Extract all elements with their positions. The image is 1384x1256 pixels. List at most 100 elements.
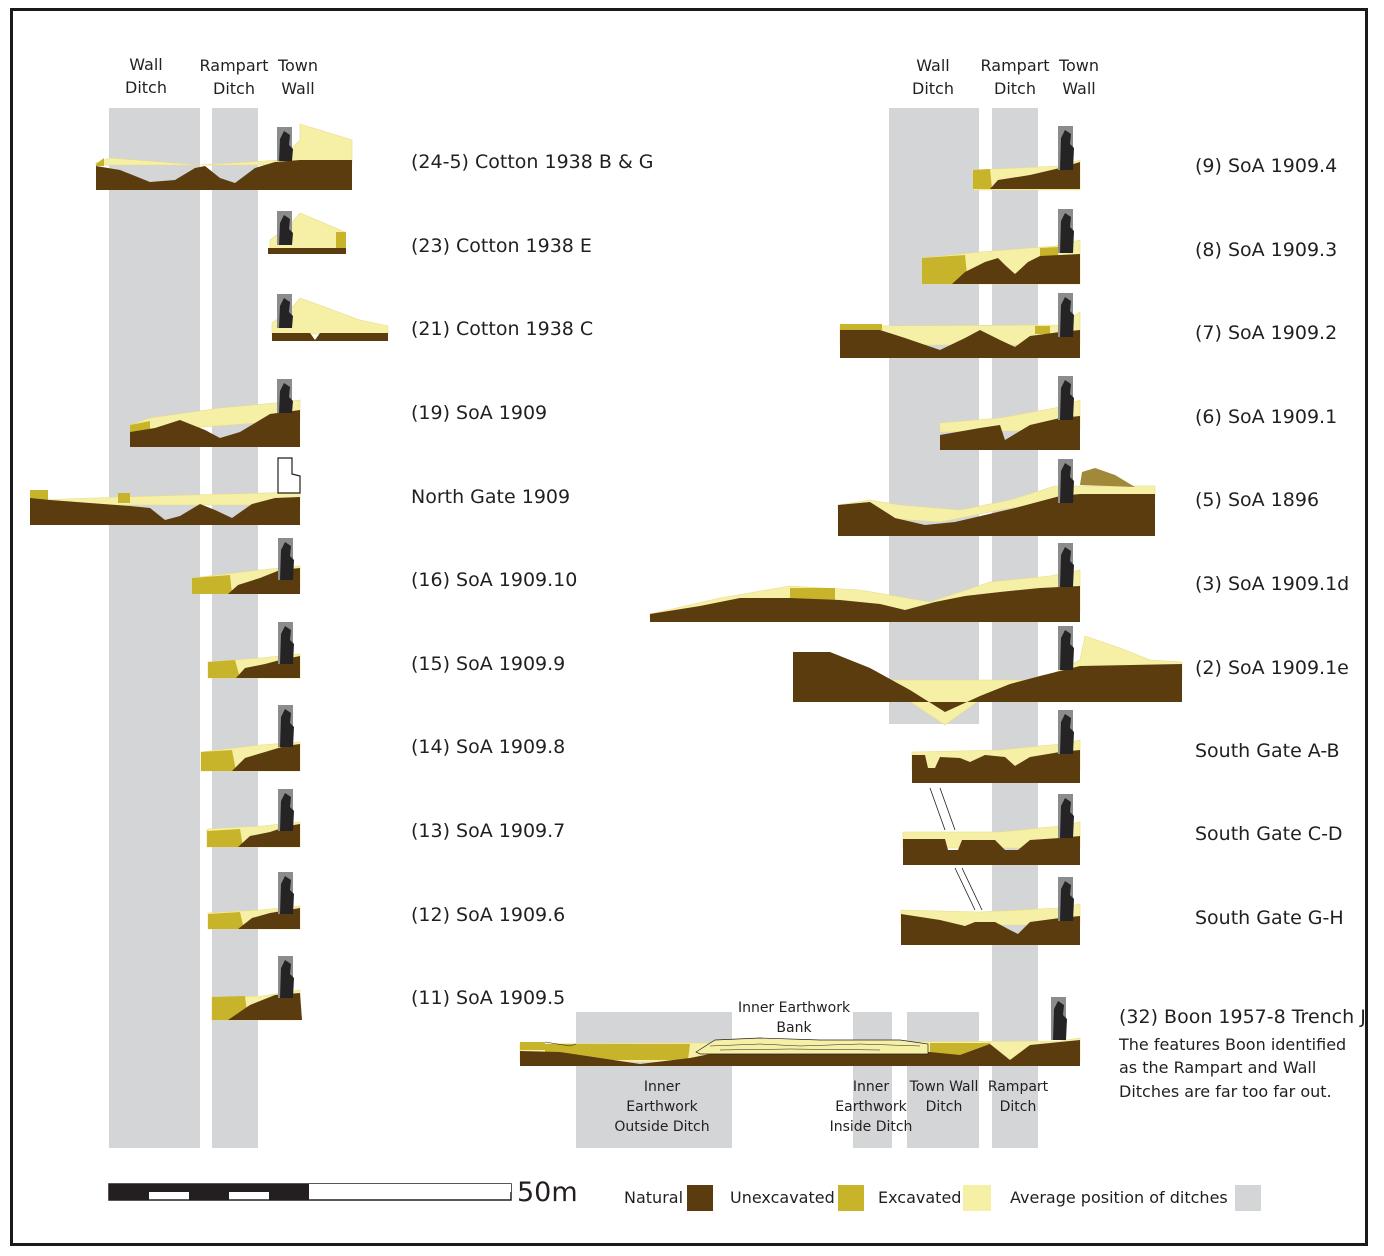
left-column-headers: Wall Ditch Rampart Ditch Town Wall: [125, 55, 318, 98]
section-link-line: [929, 787, 956, 831]
scale-bar-segment: [309, 1184, 511, 1192]
section-label: (2) SoA 1909.1e: [1195, 657, 1349, 679]
natural-ground: [228, 993, 302, 1020]
unexcavated-fill: [30, 490, 48, 500]
section-profile: [900, 867, 1081, 945]
section-profile: [95, 123, 353, 190]
section-profile: [268, 211, 346, 254]
unexcavated-fill: [201, 750, 236, 771]
right-column-headers: Wall Ditch Rampart Ditch Town Wall: [912, 56, 1099, 98]
ditch-label-line: Earthwork: [835, 1099, 907, 1115]
town-wall: [1060, 714, 1074, 754]
ditch-band: [853, 1012, 892, 1148]
bank-label-line: Inner Earthwork: [738, 1000, 851, 1016]
section-profile: [207, 622, 301, 679]
unexcavated-fill: [336, 232, 346, 250]
bank-hatching: [544, 1041, 577, 1047]
ditch-label-line: Ditch: [1000, 1099, 1037, 1115]
ditch-label-line: Town Wall: [909, 1079, 979, 1095]
ditch-label-line: Rampart: [988, 1079, 1049, 1095]
section-label: North Gate 1909: [411, 486, 570, 508]
boon-note-line: The features Boon identified: [1118, 1035, 1346, 1054]
mound: [1080, 468, 1135, 487]
legend-label: Average position of ditches: [1010, 1188, 1228, 1207]
town-wall: [279, 215, 293, 245]
scale-bar-label: 50m: [517, 1177, 578, 1208]
unexcavated-fill: [790, 588, 835, 600]
natural-ground: [912, 750, 1080, 783]
legend-label: Natural: [624, 1188, 683, 1207]
legend-label: Excavated: [878, 1188, 961, 1207]
section-profile: [129, 379, 301, 447]
natural-ground: [272, 333, 388, 341]
legend-swatch-ditch-position: [1235, 1185, 1261, 1211]
section-label: (19) SoA 1909: [411, 402, 547, 424]
town-wall: [279, 298, 293, 328]
town-wall: [280, 960, 294, 998]
ditch-band: [907, 1012, 979, 1148]
unexcavated-fill: [922, 255, 968, 284]
right-header-wall-ditch-line2: Ditch: [912, 79, 954, 98]
natural-ground: [903, 836, 1080, 865]
ditch-band: [576, 1012, 732, 1148]
boon-section-label: (32) Boon 1957-8 Trench J: [1119, 1006, 1366, 1028]
right-header-wall-ditch-line1: Wall: [916, 56, 950, 75]
section-label: South Gate G-H: [1195, 907, 1344, 929]
natural-ground: [232, 744, 300, 771]
unexcavated-fill: [1040, 247, 1058, 258]
legend-swatch-natural: [687, 1185, 713, 1211]
boon-note-line: Ditches are far too far out.: [1119, 1082, 1332, 1101]
ditch-label-line: Inner: [644, 1079, 680, 1095]
section-label: (21) Cotton 1938 C: [411, 318, 593, 340]
scale-bar-segment: [229, 1184, 269, 1192]
town-wall: [280, 626, 294, 664]
natural-ground: [952, 254, 1080, 284]
left-header-wall-ditch-line2: Ditch: [125, 78, 167, 97]
natural-ground: [838, 494, 1155, 536]
natural-ground: [901, 914, 1080, 945]
section-profile: [837, 459, 1156, 536]
ditch-label-line: Inner: [853, 1079, 889, 1095]
section-profile: [839, 293, 1081, 358]
section-label: South Gate C-D: [1195, 823, 1343, 845]
unexcavated-fill: [520, 1042, 545, 1050]
ditch-band: [109, 108, 200, 1148]
section-label: (15) SoA 1909.9: [411, 653, 565, 675]
right-header-rampart-ditch-line1: Rampart: [981, 56, 1050, 75]
left-header-town-wall-line2: Wall: [281, 79, 315, 98]
scale-bar-segment: [189, 1184, 229, 1200]
scale-bar-segment: [109, 1184, 149, 1200]
natural-ground: [650, 586, 1080, 622]
scale-bar: 50m: [108, 1177, 578, 1208]
section-profile: [207, 872, 301, 930]
section-profile: [911, 710, 1081, 783]
town-wall: [1060, 463, 1074, 503]
section-label: (5) SoA 1896: [1195, 489, 1319, 511]
unexcavated-fill: [208, 660, 240, 678]
natural-ground: [840, 330, 1080, 358]
unexcavated-fill: [207, 829, 243, 847]
ditch-band: [889, 108, 979, 724]
section-profiles: [30, 123, 1183, 1066]
boon-note-line: as the Rampart and Wall: [1119, 1058, 1316, 1077]
town-wall: [1060, 630, 1074, 670]
section-profile: [939, 376, 1081, 450]
natural-ground: [30, 497, 300, 525]
ditch-label-line: Ditch: [926, 1099, 963, 1115]
bank-hatching: [709, 1043, 921, 1051]
section-profile: [271, 294, 389, 341]
town-wall: [1053, 1001, 1067, 1040]
section-label: (9) SoA 1909.4: [1195, 155, 1337, 177]
town-wall: [1060, 130, 1074, 170]
scale-bar-segment: [149, 1184, 189, 1192]
legend-swatch-unexcavated: [838, 1185, 864, 1211]
left-header-wall-ditch-line1: Wall: [129, 55, 163, 74]
section-profile: [206, 789, 301, 848]
north-gate-outline: [277, 457, 301, 494]
unexcavated-fill: [130, 421, 150, 432]
ditch-label-line: Outside Ditch: [614, 1119, 709, 1135]
section-label: (6) SoA 1909.1: [1195, 406, 1337, 428]
section-profile: [191, 538, 301, 594]
left-header-town-wall-line1: Town: [277, 56, 318, 75]
